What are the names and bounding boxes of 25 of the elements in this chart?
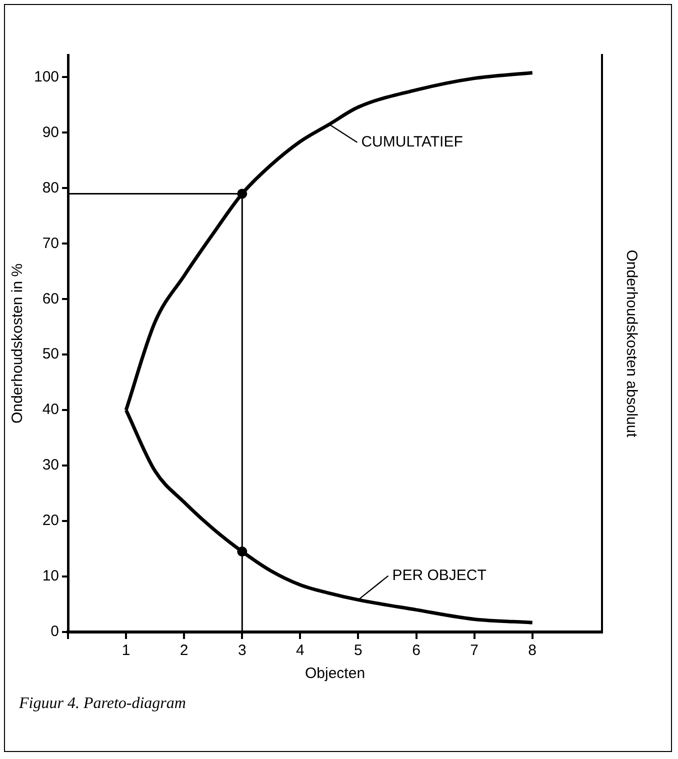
y-tick-label: 100	[34, 68, 60, 86]
y-tick-label: 70	[42, 234, 60, 252]
y-tick-label: 90	[42, 124, 60, 141]
x-tick-label: 4	[296, 642, 304, 660]
x-tick-label: 1	[122, 642, 130, 660]
legend-label: CUMULTATIEF	[361, 133, 463, 150]
y2-axis-title: Onderhoudskosten absoluut	[622, 250, 640, 438]
y-tick-label: 80	[42, 179, 60, 196]
y-tick-label: 30	[42, 456, 60, 474]
x-tick-label: 8	[528, 642, 537, 660]
y-tick-label: 10	[42, 568, 60, 585]
y-tick-label: 0	[50, 623, 60, 640]
y-tick-label: 50	[42, 346, 60, 363]
x-tick-label: 6	[412, 642, 420, 660]
y-tick-label: 40	[42, 401, 60, 418]
y-tick-label: 20	[42, 512, 60, 530]
x-tick-label: 5	[354, 642, 362, 660]
y-tick-label: 60	[42, 290, 60, 308]
x-tick-label: 7	[470, 642, 478, 660]
x-tick-label: 3	[238, 642, 246, 660]
series-label: PER OBJECT	[392, 566, 486, 584]
x-axis-title: Objecten	[304, 665, 366, 682]
y-axis-title: Onderhoudskosten in %	[9, 263, 26, 424]
text: Figuur 4. Pareto-diagram	[19, 695, 186, 713]
x-tick-label: 2	[180, 642, 188, 660]
